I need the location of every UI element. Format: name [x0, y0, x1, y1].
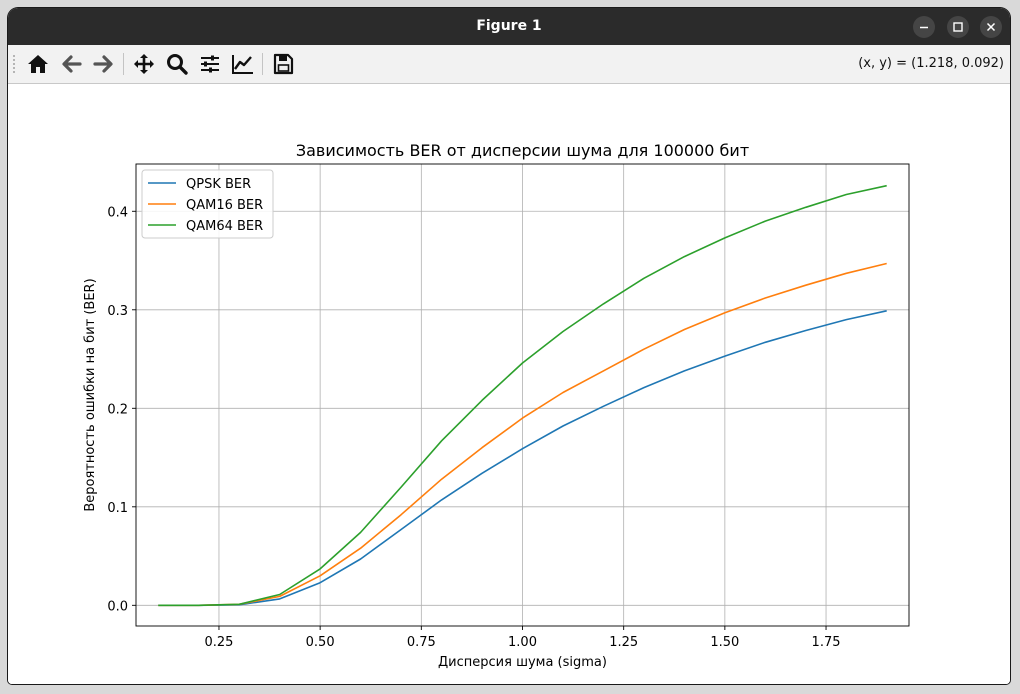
y-tick-label: 0.3 [107, 304, 128, 319]
series-line-qpsk-ber [158, 310, 887, 607]
maximize-icon [953, 22, 963, 32]
cursor-coordinates: (x, y) = (1.218, 0.092) [858, 56, 1004, 71]
figure-window: Figure 1 [8, 8, 1010, 684]
home-icon [28, 55, 48, 73]
legend-label: QPSK BER [186, 177, 251, 192]
legend-label: QAM16 BER [186, 198, 263, 213]
close-icon [986, 22, 996, 32]
y-tick-label: 0.1 [107, 501, 128, 516]
zoom-button[interactable] [163, 50, 191, 78]
y-axis-label: Вероятность ошибки на бит (BER) [83, 278, 98, 511]
x-tick-label: 0.75 [407, 635, 436, 650]
maximize-button[interactable] [947, 16, 969, 38]
figure-canvas[interactable]: 0.25 0.50 0.75 1.00 1.25 1.50 1.75 0.0 0.1 0.2 0.3… [8, 84, 1010, 684]
minimize-icon [920, 26, 928, 29]
pan-icon [134, 54, 154, 74]
forward-button[interactable] [90, 50, 118, 78]
edit-axis-icon [232, 55, 253, 74]
home-button[interactable] [24, 50, 52, 78]
window-title: Figure 1 [476, 18, 542, 34]
x-axis-label: Дисперсия шума (sigma) [438, 655, 607, 670]
save-button[interactable] [269, 50, 297, 78]
configure-subplots-icon [201, 55, 219, 73]
x-tick-label: 1.00 [508, 635, 537, 650]
x-tick-label: 0.50 [306, 635, 335, 650]
y-tick-label: 0.4 [107, 205, 128, 220]
zoom-icon [167, 54, 188, 75]
legend-label: QAM64 BER [186, 219, 263, 234]
x-tick-label: 0.25 [204, 635, 233, 650]
series-line-qam16-ber [158, 262, 887, 607]
chart-title: Зависимость BER от дисперсии шума для 10… [296, 141, 749, 160]
edit-axis-button[interactable] [229, 50, 257, 78]
back-button[interactable] [57, 50, 85, 78]
forward-icon [93, 55, 113, 73]
ber-line-chart[interactable]: 0.25 0.50 0.75 1.00 1.25 1.50 1.75 0.0 0.1 0.2 0.3… [8, 84, 1010, 684]
configure-subplots-button[interactable] [196, 50, 224, 78]
series-line-qam64-ber [158, 184, 887, 607]
legend-box [141, 169, 274, 239]
save-icon [273, 53, 294, 75]
navigation-toolbar: (x, y) = (1.218, 0.092) [8, 45, 1010, 84]
toolbar-separator [262, 53, 263, 75]
toolbar-separator [123, 53, 124, 75]
toolbar-grip[interactable] [12, 54, 16, 74]
y-tick-label: 0.2 [107, 402, 128, 417]
x-tick-label: 1.25 [609, 635, 638, 650]
x-tick-label: 1.50 [710, 635, 739, 650]
back-icon [62, 55, 82, 73]
x-tick-label: 1.75 [812, 635, 841, 650]
title-bar[interactable]: Figure 1 [8, 8, 1010, 45]
y-tick-label: 0.0 [107, 599, 128, 614]
close-button[interactable] [980, 16, 1002, 38]
pan-button[interactable] [130, 50, 158, 78]
minimize-button[interactable] [913, 16, 935, 38]
